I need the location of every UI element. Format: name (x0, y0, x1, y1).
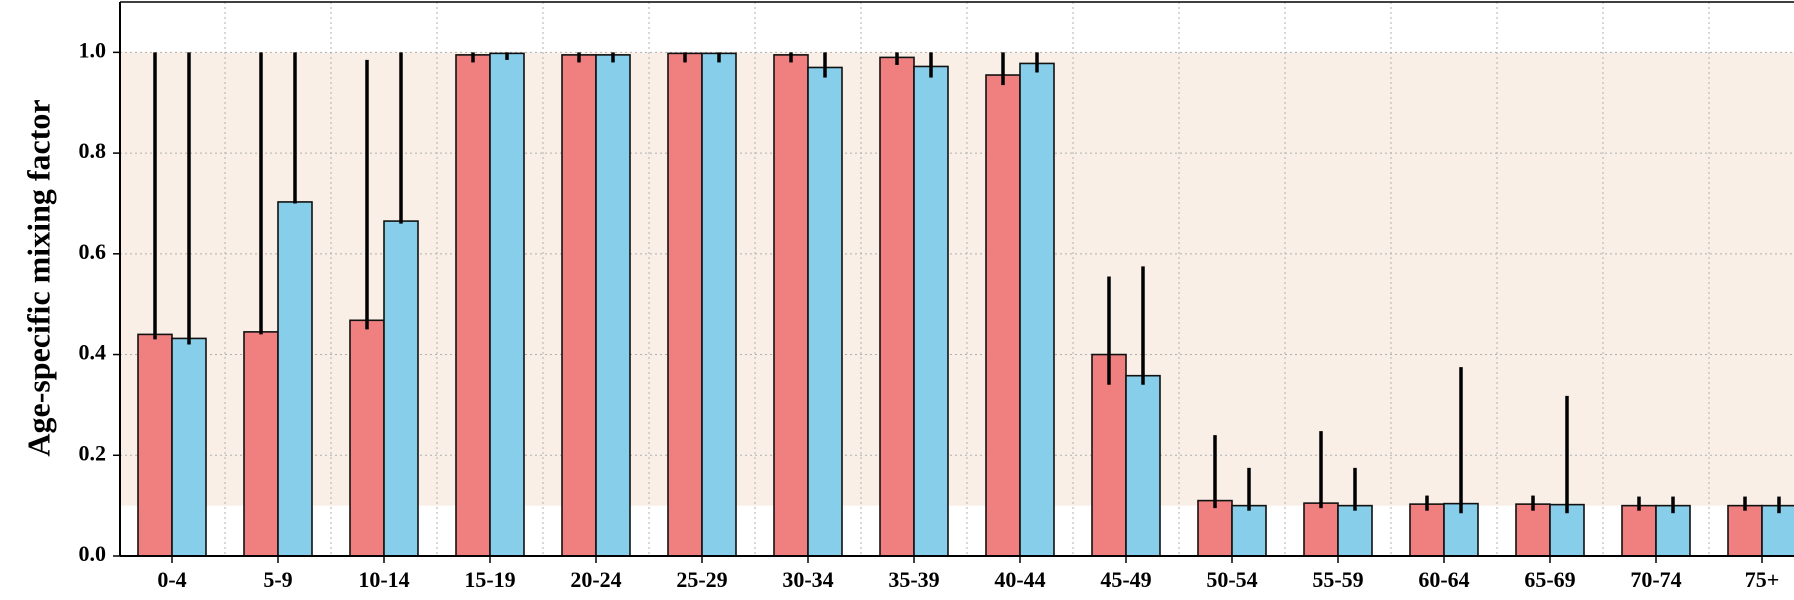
y-tick-label: 0.2 (79, 440, 107, 465)
x-tick-label: 15-19 (464, 567, 515, 592)
x-tick-label: 65-69 (1524, 567, 1575, 592)
x-tick-label: 10-14 (358, 567, 409, 592)
y-tick-label: 0.0 (79, 541, 107, 566)
y-axis-title: Age-specific mixing factor (20, 99, 56, 456)
bar (349, 319, 385, 557)
bar (701, 52, 737, 557)
x-tick-label: 75+ (1745, 567, 1780, 592)
bar (595, 54, 631, 557)
y-tick-label: 0.6 (79, 239, 107, 264)
x-tick-label: 5-9 (263, 567, 292, 592)
errorbar-layer (153, 52, 1781, 514)
x-tick-label: 0-4 (157, 567, 186, 592)
x-tick-label: 25-29 (676, 567, 727, 592)
bar (1727, 504, 1763, 557)
bar (1409, 503, 1445, 557)
bars-layer (137, 52, 1794, 557)
bar (1303, 502, 1339, 557)
x-tick-label: 30-34 (782, 567, 833, 592)
x-tick-labels: 0-4 5-9 10-14 15-19 20-24 25-29 30-34 35-39 40-4… (157, 567, 1779, 592)
bar (277, 201, 313, 557)
bar (243, 331, 279, 557)
x-tick-label: 60-64 (1418, 567, 1469, 592)
bar (667, 52, 703, 557)
y-tick-label: 0.4 (79, 340, 107, 365)
bar (913, 65, 949, 557)
x-tick-label: 40-44 (994, 567, 1045, 592)
bar (1515, 503, 1551, 557)
bar (807, 66, 843, 557)
bar (1019, 62, 1055, 557)
bar (137, 333, 173, 557)
y-tick-label: 1.0 (79, 37, 107, 62)
bar (383, 220, 419, 557)
x-tick-label: 70-74 (1630, 567, 1681, 592)
bar (1091, 353, 1127, 557)
y-tick-labels: 0.0 0.2 0.4 0.6 0.8 1.0 (79, 37, 107, 566)
bar (1125, 374, 1161, 557)
x-tick-label: 20-24 (570, 567, 621, 592)
bar (879, 56, 915, 557)
bar (561, 54, 597, 557)
bar (455, 54, 491, 557)
bar (1197, 499, 1233, 557)
x-tick-label: 35-39 (888, 567, 939, 592)
bar (1337, 504, 1373, 557)
x-tick-label: 55-59 (1312, 567, 1363, 592)
bar (1621, 504, 1657, 557)
axes-layer (113, 1, 1794, 563)
bar (985, 74, 1021, 557)
bar (1231, 504, 1267, 557)
bar (1655, 504, 1691, 557)
x-tick-label: 45-49 (1100, 567, 1151, 592)
x-tick-label: 50-54 (1206, 567, 1257, 592)
bar (773, 54, 809, 557)
bar (171, 337, 207, 557)
y-tick-label: 0.8 (79, 138, 107, 163)
bar (489, 52, 525, 557)
